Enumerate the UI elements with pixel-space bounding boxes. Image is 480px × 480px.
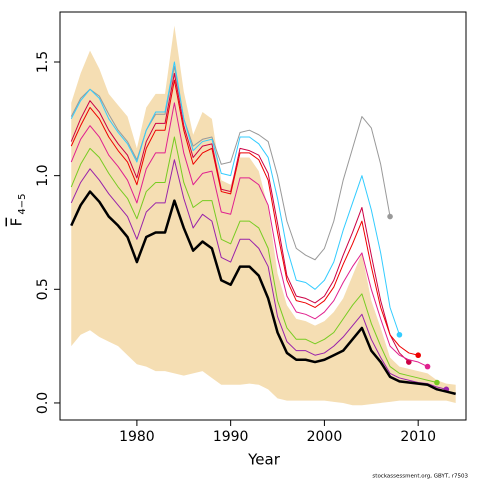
y-tick-label: 0.0 [35, 392, 51, 414]
series-line [70, 72, 410, 363]
y-axis-label-sub: 4−5 [17, 193, 28, 214]
y-tick-label: 1.0 [35, 165, 51, 187]
plot-frame [59, 11, 467, 421]
y-axis-label: F 4−5 [8, 193, 29, 226]
endpoint-marker [387, 213, 393, 220]
series-line [70, 102, 428, 368]
endpoint-marker [415, 352, 421, 359]
y-tick-label: 1.5 [35, 51, 51, 73]
x-tick-label: 2010 [400, 429, 436, 445]
y-tick-label: 0.5 [35, 278, 51, 300]
footnote: stockassessment.org, GBYT, r7503 [372, 474, 468, 480]
endpoint-marker [434, 379, 440, 386]
series-line [70, 61, 400, 335]
x-axis-label: Year [247, 451, 281, 469]
y-axis-label-main: F [8, 218, 26, 227]
series-line [70, 190, 456, 396]
x-tick-label: 1990 [213, 429, 249, 445]
series-line [70, 66, 391, 261]
x-tick-label: 2000 [307, 429, 343, 445]
endpoint-marker [396, 331, 403, 338]
series-line [70, 159, 447, 390]
series-line [70, 136, 438, 383]
endpoint-marker [406, 359, 412, 365]
x-tick-label: 1980 [119, 429, 155, 445]
confidence-band [71, 25, 456, 406]
series-line [70, 79, 419, 356]
endpoint-marker [424, 363, 431, 370]
